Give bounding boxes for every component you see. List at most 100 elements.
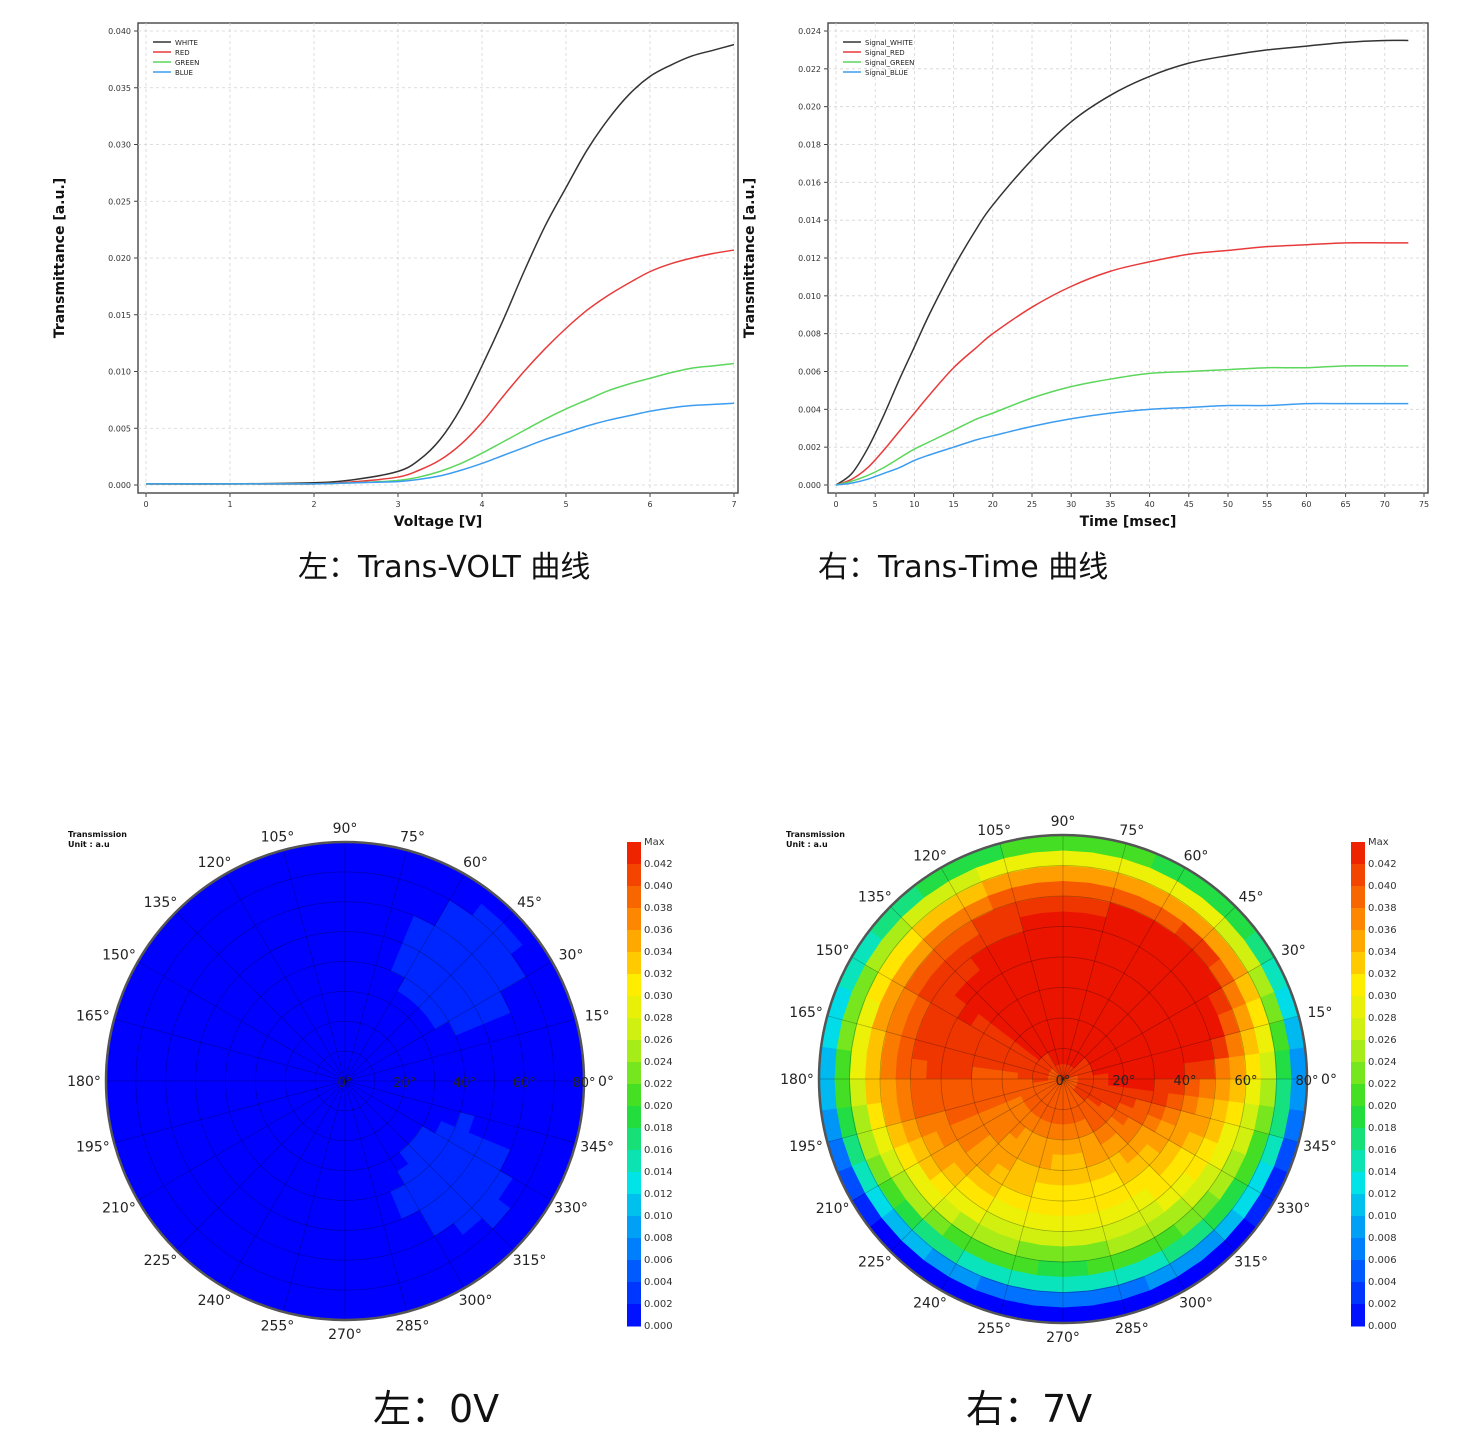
angular-gridline	[890, 1078, 1064, 1252]
angle-label: 255°	[261, 1318, 295, 1334]
angular-gridline	[851, 1078, 1064, 1202]
x-tick-label: 15	[949, 500, 959, 509]
y-tick-label: 0.030	[108, 141, 131, 150]
contour-cell	[1062, 1244, 1088, 1263]
contour-cell	[1048, 971, 1064, 989]
contour-cell	[1062, 1260, 1090, 1278]
radial-label: 20°	[393, 1076, 416, 1091]
angle-label: 45°	[1239, 890, 1264, 906]
contour-cell	[433, 1080, 450, 1095]
colorbar-label: 0.022	[1368, 1079, 1397, 1090]
radial-gridline	[849, 865, 1277, 1293]
y-tick-label: 0.035	[108, 84, 131, 93]
colorbar-segment	[1351, 1304, 1365, 1327]
colorbar-segment	[1351, 1260, 1365, 1283]
colorbar-label: 0.024	[644, 1057, 673, 1068]
radial-gridline	[225, 961, 465, 1201]
angular-gridline	[940, 867, 1064, 1080]
colorbar-label: 0.016	[644, 1145, 673, 1156]
colorbar-label: 0.002	[644, 1299, 673, 1310]
angle-label: 330°	[1276, 1201, 1310, 1217]
contour-cell	[327, 1199, 346, 1216]
radial-gridline	[165, 901, 525, 1261]
angle-label: 75°	[1119, 823, 1144, 839]
y-axis-label: Transmittance [a.u.]	[742, 178, 758, 338]
contour-cell	[1062, 1229, 1086, 1248]
angular-gridline	[344, 1018, 576, 1082]
caption-0v: 左：0V	[373, 1387, 500, 1431]
colorbar-segment	[1351, 1128, 1365, 1151]
x-tick-label: 65	[1341, 500, 1351, 509]
angular-gridline	[1062, 1078, 1236, 1252]
contour-cell	[1198, 1078, 1216, 1100]
x-tick-label: 5	[873, 500, 878, 509]
colorbar-label: 0.006	[1368, 1255, 1397, 1266]
legend-label: WHITE	[175, 39, 198, 47]
contour-cell	[255, 1068, 272, 1082]
contour-cell	[135, 1080, 153, 1109]
y-tick-label: 0.000	[798, 481, 821, 490]
angle-label: 270°	[1046, 1330, 1080, 1346]
contour-cell	[344, 1199, 363, 1216]
contour-cell	[1046, 956, 1064, 974]
contour-cell	[344, 901, 369, 919]
y-tick-label: 0.000	[108, 481, 131, 490]
colorbar-label: 0.028	[1368, 1013, 1397, 1024]
x-tick-label: 35	[1105, 500, 1115, 509]
x-tick-label: 3	[395, 500, 400, 509]
contour-cell	[879, 1054, 898, 1080]
contour-cell	[910, 1078, 928, 1100]
polar-header-title: Transmission	[68, 830, 127, 839]
angular-gridline	[827, 1015, 1064, 1080]
radial-gridline	[1032, 1048, 1094, 1110]
contour-cell	[344, 931, 365, 949]
caption-trans-volt: 左：Trans-VOLT 曲线	[298, 550, 591, 585]
y-tick-label: 0.006	[798, 368, 821, 377]
legend-label: BLUE	[175, 69, 193, 77]
colorbar-label: 0.032	[1368, 969, 1397, 980]
colorbar-label: 0.034	[1368, 947, 1397, 958]
colorbar-label: 0.018	[644, 1123, 673, 1134]
contour-cell	[344, 1243, 369, 1261]
contour-cell	[1042, 926, 1064, 944]
colorbar-segment	[1351, 1172, 1365, 1195]
colorbar-segment	[627, 886, 641, 909]
contour-cell	[120, 1080, 138, 1111]
colorbar-label: 0.030	[1368, 991, 1397, 1002]
angular-gridline	[344, 1080, 576, 1144]
legend-label: Signal_GREEN	[865, 59, 914, 67]
colorbar-segment	[1351, 1040, 1365, 1063]
radial-label: 20°	[1112, 1074, 1135, 1089]
angle-label: 135°	[858, 890, 892, 906]
contour-cell	[344, 1184, 361, 1201]
x-tick-label: 50	[1223, 500, 1233, 509]
colorbar-segment	[627, 974, 641, 997]
angular-gridline	[114, 1018, 346, 1082]
contour-cell	[344, 991, 358, 1008]
contour-cell	[269, 1070, 287, 1082]
x-tick-label: 55	[1262, 500, 1272, 509]
contour-cell	[1274, 1078, 1293, 1110]
colorbar-segment	[1351, 1084, 1365, 1107]
colorbar-label: 0.016	[1368, 1145, 1397, 1156]
contour-cell	[334, 1139, 346, 1157]
colorbar-segment	[627, 952, 641, 975]
contour-cell	[849, 1050, 867, 1080]
polar-border	[104, 840, 586, 1322]
contour-cell	[1034, 1275, 1064, 1293]
colorbar-label: 0.002	[1368, 1299, 1397, 1310]
angular-gridline	[344, 1080, 465, 1289]
y-tick-label: 0.020	[108, 254, 131, 263]
contour-cell	[537, 1080, 555, 1109]
contour-cell	[1046, 1184, 1064, 1202]
contour-cell	[329, 1184, 346, 1201]
contour-cell	[195, 1061, 213, 1082]
trans-volt-chart: 0 1 2 3 4 5 6 7 0.000 0.005 0.010 0.015 0.020 0.025 0.…	[52, 22, 739, 530]
radial-label: 80°	[1295, 1074, 1318, 1089]
angular-gridline	[225, 1080, 346, 1289]
contour-cell	[1036, 1260, 1064, 1278]
colorbar-segment	[1351, 1238, 1365, 1261]
contour-cell	[344, 1169, 359, 1186]
angular-gridline	[890, 906, 1064, 1080]
angle-label: 315°	[513, 1253, 547, 1269]
